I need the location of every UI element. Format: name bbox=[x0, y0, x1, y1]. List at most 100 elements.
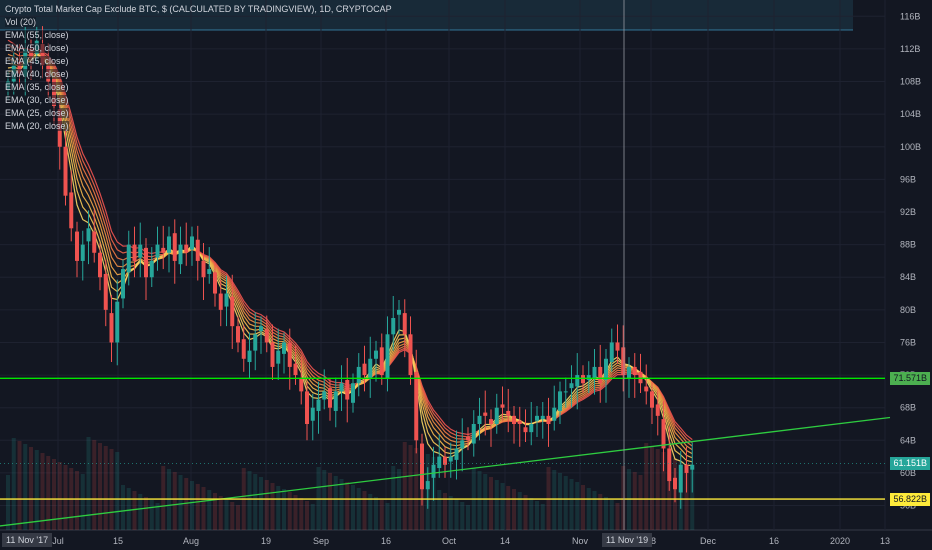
candle-body bbox=[115, 301, 120, 343]
price-tick-label: 96B bbox=[900, 174, 916, 184]
candle-body bbox=[471, 424, 476, 444]
candle-body bbox=[655, 404, 660, 416]
candle-body bbox=[627, 366, 631, 379]
volume-bar bbox=[460, 502, 465, 530]
volume-bar bbox=[46, 456, 51, 530]
time-tick-label: Nov bbox=[572, 536, 589, 546]
volume-bar bbox=[52, 459, 56, 530]
indicator-ema-35[interactable]: EMA (35, close) bbox=[5, 82, 69, 92]
candle-body bbox=[598, 366, 603, 384]
volume-bar bbox=[535, 501, 539, 530]
volume-bar bbox=[40, 453, 45, 530]
candle-body bbox=[408, 334, 413, 376]
candle-body bbox=[558, 391, 562, 411]
candle-body bbox=[379, 347, 384, 376]
indicator-ema-50[interactable]: EMA (50, close) bbox=[5, 43, 69, 53]
candle-body bbox=[540, 415, 545, 420]
price-badge-resistance: 71.571B bbox=[890, 371, 930, 385]
candle-body bbox=[253, 334, 258, 351]
candle-body bbox=[483, 412, 488, 416]
candle-body bbox=[276, 350, 281, 364]
candle-body bbox=[17, 61, 22, 74]
candle-body bbox=[293, 363, 298, 376]
volume-bar bbox=[6, 475, 10, 530]
volume-bar bbox=[259, 477, 263, 530]
indicator-ema-55[interactable]: EMA (55, close) bbox=[5, 30, 69, 40]
candle-body bbox=[333, 391, 338, 411]
volume-bar bbox=[17, 441, 22, 530]
volume-bar bbox=[638, 475, 643, 530]
candle-body bbox=[184, 244, 189, 253]
candle-body bbox=[489, 419, 493, 424]
volume-bar bbox=[80, 474, 85, 530]
volume-bar bbox=[293, 495, 298, 530]
volume-bar bbox=[57, 462, 62, 530]
volume-bar bbox=[506, 486, 511, 530]
volume-bar bbox=[408, 445, 413, 530]
volume-bar bbox=[598, 494, 603, 530]
indicator-ema-30[interactable]: EMA (30, close) bbox=[5, 95, 69, 105]
candle-body bbox=[661, 419, 666, 449]
candle-body bbox=[86, 228, 91, 242]
volume-bar bbox=[483, 474, 488, 530]
candle-body bbox=[678, 464, 683, 493]
volume-bar bbox=[322, 470, 327, 530]
indicator-volume[interactable]: Vol (20) bbox=[5, 17, 37, 27]
candle-body bbox=[155, 244, 160, 258]
volume-bar bbox=[575, 482, 580, 530]
volume-bar bbox=[98, 443, 102, 530]
candle-body bbox=[121, 269, 125, 299]
ema-line-45 bbox=[7, 49, 693, 447]
candle-body bbox=[632, 366, 637, 376]
highlight-band bbox=[0, 0, 853, 30]
candle-body bbox=[552, 407, 557, 421]
candle-body bbox=[523, 427, 528, 433]
candle-body bbox=[563, 391, 568, 393]
candle-body bbox=[201, 260, 206, 278]
price-badge-support: 56.822B bbox=[890, 492, 930, 506]
volume-bar bbox=[236, 505, 240, 530]
volume-bar bbox=[494, 480, 499, 530]
volume-bar bbox=[615, 503, 620, 530]
volume-bar bbox=[86, 437, 91, 530]
ema-line-55 bbox=[7, 39, 693, 441]
volume-bar bbox=[661, 452, 666, 530]
time-tick-label: 14 bbox=[500, 536, 510, 546]
volume-bar bbox=[172, 472, 177, 530]
volume-bar bbox=[529, 498, 534, 530]
candle-body bbox=[437, 456, 442, 469]
indicator-ema-25[interactable]: EMA (25, close) bbox=[5, 108, 69, 118]
indicator-ema-20[interactable]: EMA (20, close) bbox=[5, 121, 69, 131]
volume-bar bbox=[604, 497, 608, 530]
time-tick-label: 15 bbox=[113, 536, 123, 546]
chart-title: Crypto Total Market Cap Exclude BTC, $ (… bbox=[5, 4, 392, 14]
candle-body bbox=[167, 236, 171, 253]
time-tick-label: 16 bbox=[381, 536, 391, 546]
price-tick-label: 60B bbox=[900, 468, 916, 478]
volume-bar bbox=[126, 488, 131, 530]
indicator-ema-40[interactable]: EMA (40, close) bbox=[5, 69, 69, 79]
trendline bbox=[0, 416, 891, 527]
volume-bar bbox=[586, 488, 591, 530]
volume-bar bbox=[218, 496, 223, 530]
candle-body bbox=[650, 391, 654, 408]
volume-bar bbox=[29, 447, 33, 530]
volume-bar bbox=[310, 504, 315, 530]
candle-body bbox=[52, 78, 56, 106]
candle-body bbox=[621, 347, 626, 376]
volume-bar bbox=[299, 498, 304, 530]
price-tick-label: 108B bbox=[900, 77, 921, 87]
candle-body bbox=[644, 386, 649, 392]
price-tick-label: 104B bbox=[900, 109, 921, 119]
candle-body bbox=[224, 293, 229, 307]
volume-bar bbox=[632, 472, 637, 530]
candle-body bbox=[420, 443, 424, 490]
price-tick-label: 80B bbox=[900, 305, 916, 315]
volume-bar bbox=[190, 481, 194, 530]
date-badge-crosshair: 11 Nov '19 bbox=[602, 533, 653, 547]
indicator-ema-45[interactable]: EMA (45, close) bbox=[5, 56, 69, 66]
volume-bar bbox=[356, 488, 361, 530]
volume-bar bbox=[552, 470, 557, 530]
candle-body bbox=[264, 329, 269, 343]
